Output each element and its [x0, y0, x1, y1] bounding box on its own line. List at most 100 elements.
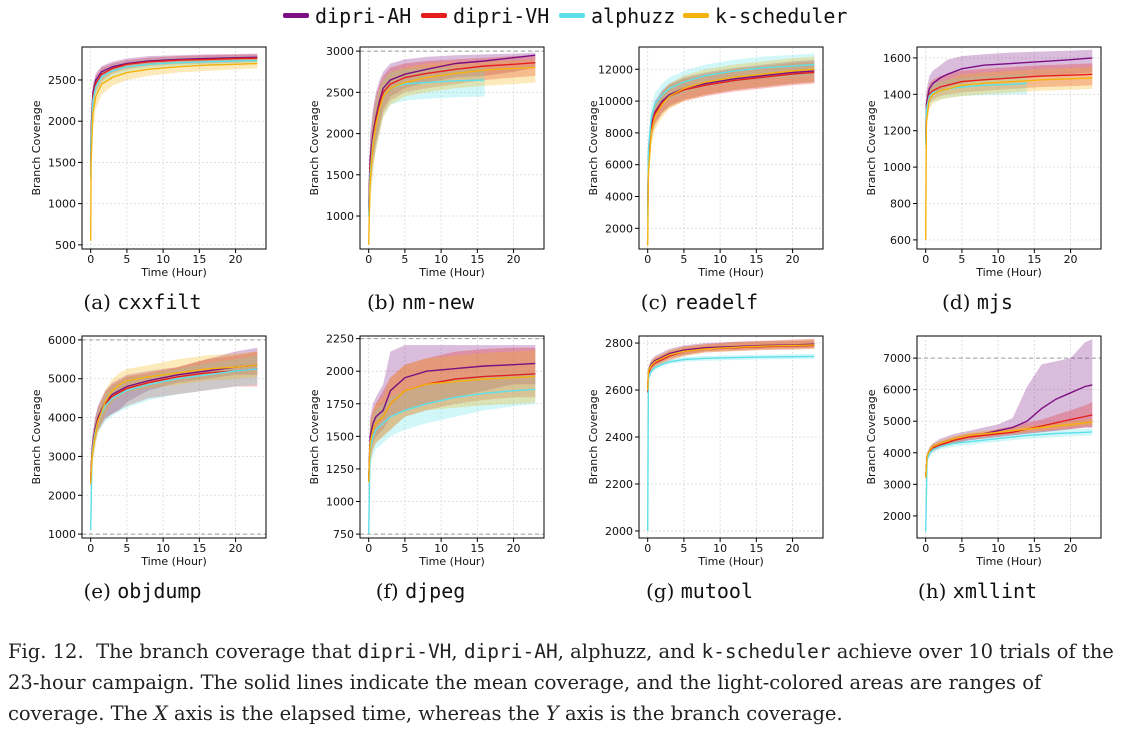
mean-line-dipri-ah: [925, 57, 1093, 140]
x-axis-label: Time (Hour): [697, 266, 764, 279]
y-tick-label: 4000: [605, 191, 633, 204]
y-tick-label: 2600: [605, 384, 633, 397]
panel-a: 0 5 10 15 20 500 1000 1500 2000 2500 Time (Hour) Br…: [0, 36, 285, 326]
panel-c: 0 5 10 15 20 2000 4000 6000 8000 10000 12000 Time (…: [557, 36, 842, 326]
legend-swatch-dipri-vh: [421, 13, 447, 18]
panel-f: 0 5 10 15 20 750 1000 1250 1500 1750 2000 2250 Time …: [278, 325, 563, 615]
range-band-k-scheduler: [925, 67, 1093, 244]
x-tick-label: 20: [507, 542, 521, 555]
legend-item-dipri-ah: dipri-AH: [283, 5, 411, 27]
mean-line-dipri-vh: [925, 414, 1093, 479]
chart-g: 0 5 10 15 20 2000 2200 2400 2600 2800 Time (Hour) B…: [587, 335, 824, 568]
legend-label-dipri-ah: dipri-AH: [315, 4, 412, 28]
subcaption-label-b: (b): [366, 290, 396, 314]
x-tick-label: 5: [958, 542, 965, 555]
legend-swatch-dipri-ah: [283, 13, 309, 18]
y-tick-label: 600: [890, 234, 911, 247]
y-tick-label: 2000: [605, 222, 633, 235]
mean-line-alphuzz: [647, 63, 815, 218]
y-axis-label: Branch Coverage: [308, 100, 321, 195]
y-tick-label: 7000: [883, 352, 911, 365]
mean-line-dipri-vh: [368, 62, 536, 212]
y-tick-label: 2000: [48, 115, 76, 128]
plot-area: [368, 52, 536, 248]
subcaption-title-d: mjs: [976, 290, 1013, 314]
y-tick-label: 1250: [326, 463, 354, 476]
axes-frame: [359, 46, 545, 250]
x-tick-label: 20: [507, 253, 521, 266]
y-tick-label: 2000: [883, 510, 911, 523]
subcaption-f: (f) djpeg: [278, 579, 563, 603]
y-tick-label: 6000: [883, 384, 911, 397]
subcaption-label-e: (e): [83, 579, 111, 603]
axes-frame: [81, 46, 267, 250]
mean-line-alphuzz: [647, 355, 815, 532]
subcaption-label-g: (g): [645, 579, 675, 603]
x-tick-label: 15: [1027, 253, 1041, 266]
plot-area: [90, 347, 258, 533]
mean-line-k-scheduler: [368, 66, 536, 245]
range-band-dipri-ah: [647, 59, 815, 221]
y-tick-label: 2800: [605, 337, 633, 350]
y-tick-label: 4000: [883, 447, 911, 460]
mean-line-alphuzz: [925, 431, 1093, 532]
y-tick-label: 6000: [605, 159, 633, 172]
mean-line-alphuzz: [90, 368, 258, 531]
mean-line-dipri-ah: [368, 362, 536, 483]
range-band-k-scheduler: [368, 350, 536, 495]
y-tick-label: 10000: [598, 95, 633, 108]
x-tick-label: 15: [749, 542, 763, 555]
y-tick-label: 1000: [48, 198, 76, 211]
y-tick-label: 500: [55, 239, 76, 252]
subcaption-title-a: cxxfilt: [117, 290, 202, 314]
panel-b: 0 5 10 15 20 1000 1500 2000 2500 3000 Time (Hour) B…: [278, 36, 563, 326]
x-tick-label: 0: [922, 542, 929, 555]
caption-x-symbol: X: [153, 702, 168, 725]
caption-text: axis is the elapsed time, whereas the: [174, 702, 540, 725]
range-band-dipri-ah: [925, 49, 1093, 149]
subcaption-label-d: (d): [942, 290, 971, 314]
subcaption-c: (c) readelf: [557, 290, 842, 314]
y-tick-label: 1600: [883, 52, 911, 65]
x-tick-label: 5: [958, 253, 965, 266]
range-band-dipri-ah: [368, 52, 536, 225]
subcaption-label-a: (a): [83, 290, 111, 314]
x-tick-label: 15: [192, 542, 206, 555]
plot-area: [925, 339, 1093, 534]
range-band-k-scheduler: [90, 57, 258, 244]
legend-item-k-scheduler: k-scheduler: [683, 5, 847, 27]
x-tick-label: 5: [123, 542, 130, 555]
range-band-dipri-vh: [925, 402, 1093, 482]
legend-swatch-alphuzz: [559, 13, 585, 18]
x-tick-label: 15: [1027, 542, 1041, 555]
chart-c: 0 5 10 15 20 2000 4000 6000 8000 10000 12000 Time (…: [587, 46, 824, 279]
caption-figure-number: Fig. 12.: [8, 640, 84, 663]
y-tick-label: 3000: [883, 478, 911, 491]
x-tick-label: 5: [680, 253, 687, 266]
y-tick-label: 8000: [605, 127, 633, 140]
y-tick-label: 2500: [48, 74, 76, 87]
legend-swatch-k-scheduler: [683, 13, 709, 18]
caption-code-dipri-vh: dipri-VH: [357, 640, 452, 663]
axes-frame: [916, 46, 1102, 250]
legend-label-dipri-vh: dipri-VH: [453, 4, 550, 28]
plot-area: [647, 338, 815, 534]
y-tick-label: 800: [890, 198, 911, 211]
caption-y-symbol: Y: [545, 702, 559, 725]
range-band-k-scheduler: [368, 59, 536, 248]
mean-line-alphuzz: [90, 59, 258, 179]
caption-code-dipri-ah: dipri-AH: [463, 640, 558, 663]
range-band-dipri-vh: [647, 338, 815, 398]
x-tick-label: 10: [713, 542, 727, 555]
x-tick-label: 20: [1064, 542, 1078, 555]
x-tick-label: 20: [229, 253, 243, 266]
panel-h: 0 5 10 15 20 2000 3000 4000 5000 6000 7000 Time (Ho…: [835, 325, 1120, 615]
x-axis-label: Time (Hour): [975, 266, 1042, 279]
x-tick-label: 10: [991, 253, 1005, 266]
y-tick-label: 1500: [326, 169, 354, 182]
x-tick-label: 5: [401, 253, 408, 266]
plot-area: [368, 345, 536, 536]
caption-text: axis is the branch coverage.: [564, 702, 843, 725]
panel-e: 0 5 10 15 20 1000 2000 3000 4000 5000 6000 Time (Ho…: [0, 325, 285, 615]
x-tick-label: 5: [123, 253, 130, 266]
